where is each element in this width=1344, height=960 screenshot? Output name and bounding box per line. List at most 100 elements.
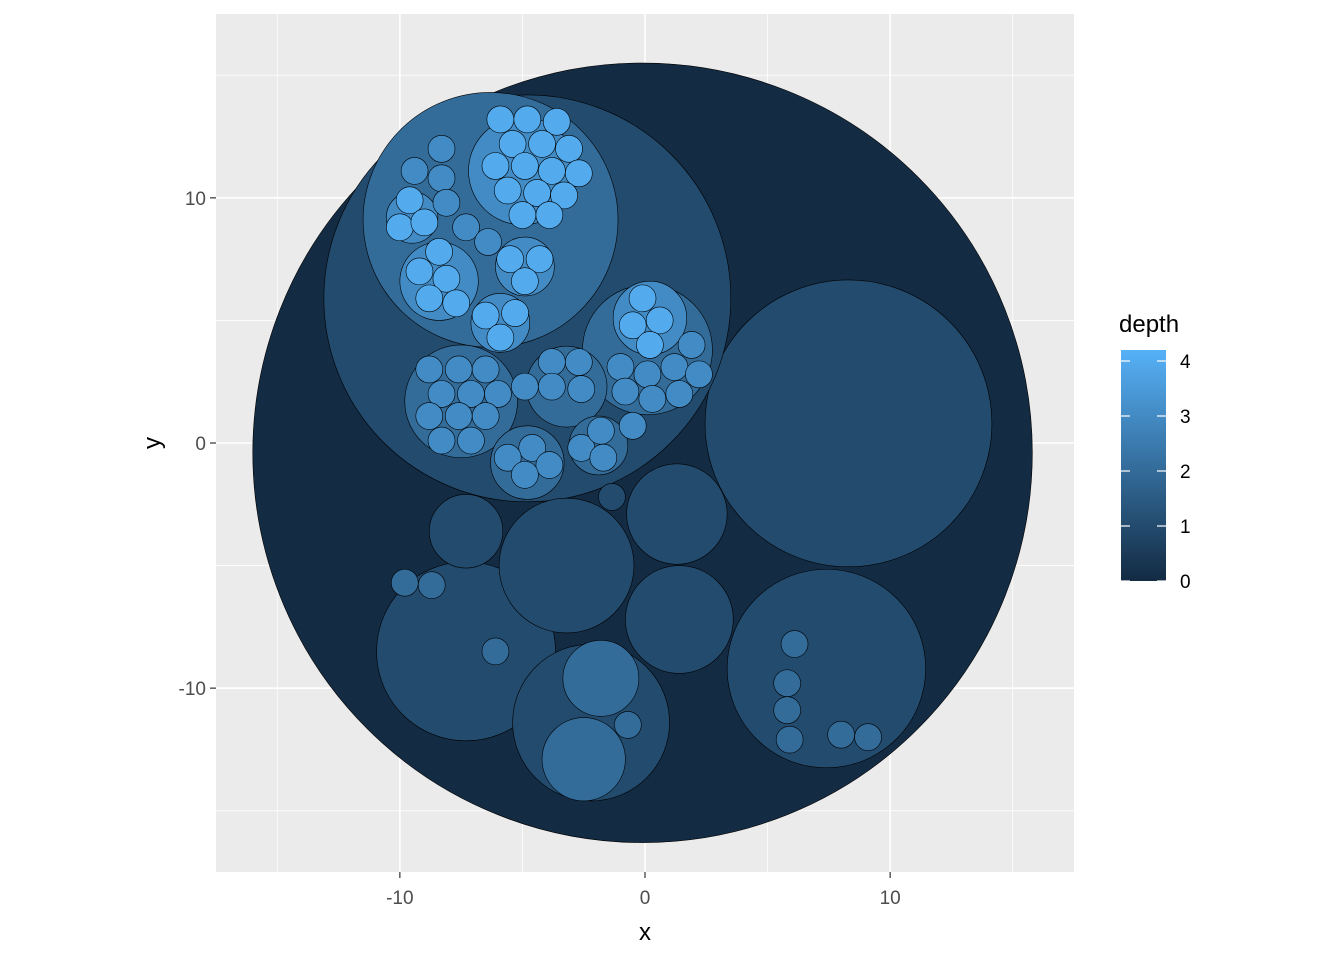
circle-depth-4 <box>425 238 453 266</box>
x-tick-label: 0 <box>640 888 651 909</box>
y-axis-title: y <box>139 437 166 449</box>
circle-depth-2 <box>773 696 801 724</box>
circle-depth-3 <box>444 402 473 430</box>
circle-depth-3 <box>535 451 564 479</box>
legend-label: 2 <box>1180 462 1191 483</box>
circle-depth-3 <box>565 348 593 376</box>
circle-depth-4 <box>565 159 593 188</box>
circle-depth-4 <box>486 323 515 352</box>
circle-depth-1 <box>625 565 734 674</box>
circle-depth-4 <box>395 186 424 215</box>
x-axis-ticks: -10 0 10 <box>386 872 901 909</box>
legend-label: 1 <box>1180 517 1191 538</box>
circle-depth-3 <box>474 228 502 256</box>
packed-circles <box>252 62 1033 843</box>
circle-depth-2 <box>773 669 801 698</box>
circle-depth-3 <box>611 377 640 406</box>
circle-depth-3 <box>452 213 480 242</box>
circle-depth-4 <box>501 299 529 327</box>
circle-depth-3 <box>415 355 444 384</box>
circle-depth-3 <box>618 412 647 440</box>
circle-depth-2 <box>854 723 882 751</box>
circle-depth-1 <box>498 497 635 634</box>
circle-depth-1 <box>704 279 993 568</box>
circle-depth-2 <box>417 571 446 599</box>
circle-depth-1 <box>626 463 728 565</box>
circle-depth-4 <box>525 245 554 273</box>
circle-depth-4 <box>432 264 461 293</box>
circle-depth-2 <box>481 637 510 666</box>
y-tick-label: 10 <box>185 189 206 210</box>
circle-depth-4 <box>481 152 510 180</box>
circle-depth-4 <box>636 331 664 359</box>
circle-depth-3 <box>567 375 596 403</box>
circle-depth-3 <box>400 157 429 185</box>
circle-depth-2 <box>780 630 809 658</box>
circle-depth-4 <box>511 152 539 180</box>
circle-depth-3 <box>427 426 456 455</box>
circle-depth-3 <box>511 372 539 401</box>
circle-depth-3 <box>457 426 485 455</box>
circle-depth-2 <box>827 720 855 749</box>
circle-depth-2 <box>541 717 626 802</box>
circle-depth-4 <box>442 289 471 318</box>
circle-depth-4 <box>542 108 571 136</box>
circle-depth-2 <box>390 568 419 597</box>
circle-depth-1 <box>428 494 504 569</box>
circle-depth-4 <box>493 176 522 205</box>
circle-depth-3 <box>538 372 566 401</box>
circle-depth-3 <box>427 135 456 163</box>
legend-ticks: 0 1 2 3 4 <box>1121 352 1191 593</box>
circle-depth-4 <box>535 201 564 229</box>
circle-depth-4 <box>471 301 500 330</box>
circle-depth-2 <box>775 725 804 754</box>
legend: depth 0 1 2 3 4 <box>1119 311 1191 593</box>
x-tick-label: -10 <box>386 888 413 909</box>
circle-depth-4 <box>386 213 414 242</box>
legend-colorbar <box>1121 350 1166 581</box>
circle-depth-3 <box>427 380 456 408</box>
circle-depth-4 <box>415 284 444 313</box>
y-tick-label: 0 <box>195 434 206 455</box>
circle-depth-4 <box>513 105 542 134</box>
circle-depth-4 <box>508 201 537 229</box>
circle-depth-3 <box>471 402 500 430</box>
circle-depth-3 <box>427 164 456 193</box>
circle-depth-4 <box>405 257 434 286</box>
circle-depth-4 <box>555 135 583 163</box>
circle-depth-3 <box>493 443 522 472</box>
y-axis-ticks: -10 0 10 <box>179 189 216 700</box>
circle-depth-3 <box>471 355 500 384</box>
circle-depth-3 <box>415 402 444 430</box>
circle-depth-4 <box>628 284 657 313</box>
circle-depth-3 <box>484 380 512 408</box>
x-tick-label: 10 <box>880 888 901 909</box>
circle-depth-4 <box>498 130 527 158</box>
circle-depth-3 <box>538 348 566 376</box>
circle-depth-3 <box>606 353 635 381</box>
circle-depth-4 <box>528 130 556 158</box>
circle-depth-3 <box>685 360 713 389</box>
x-axis-title: x <box>639 919 651 946</box>
circle-depth-4 <box>645 306 674 335</box>
legend-label: 3 <box>1180 407 1191 428</box>
circle-depth-1 <box>598 483 626 511</box>
circle-depth-3 <box>677 331 706 359</box>
circle-depth-2 <box>562 640 640 717</box>
circle-depth-4 <box>550 181 578 210</box>
legend-label: 0 <box>1180 572 1191 593</box>
circle-depth-3 <box>660 353 689 381</box>
circle-depth-4 <box>410 208 439 237</box>
circle-depth-3 <box>638 385 667 413</box>
circle-depth-4 <box>618 311 647 340</box>
circle-depth-3 <box>589 443 618 472</box>
circle-depth-4 <box>511 267 539 295</box>
circle-depth-4 <box>486 105 515 134</box>
circle-depth-1 <box>726 568 926 769</box>
circle-depth-3 <box>587 416 615 445</box>
legend-title: depth <box>1119 311 1179 338</box>
circle-depth-3 <box>518 434 547 462</box>
circle-depth-4 <box>496 245 524 273</box>
circle-depth-3 <box>511 461 539 489</box>
